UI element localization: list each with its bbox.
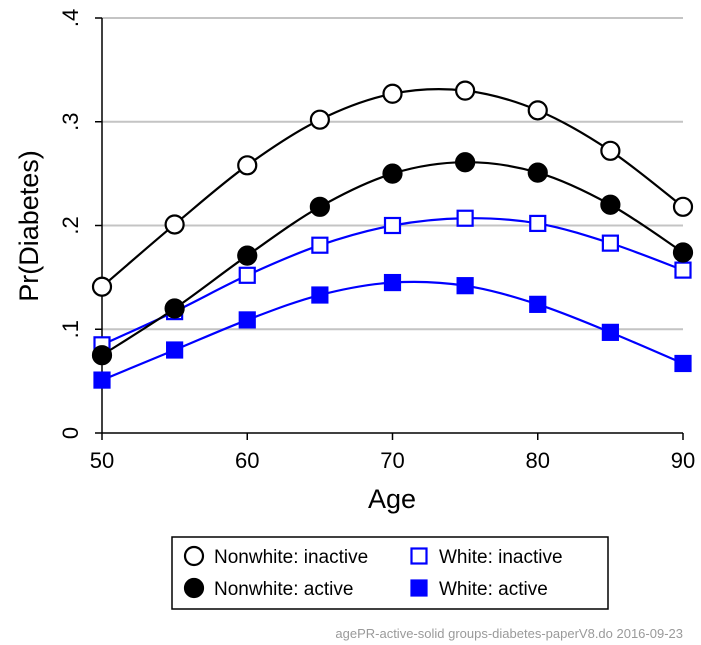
series-line-white-active	[101, 280, 684, 382]
data-point-white-active	[383, 273, 402, 292]
x-tick-label: 70	[380, 448, 404, 473]
legend-label-white-inactive: White: inactive	[439, 547, 563, 568]
data-point-nonwhite-active	[600, 194, 621, 215]
data-point-nonwhite-active	[455, 152, 476, 173]
data-point-nonwhite-inactive	[455, 80, 476, 101]
data-point-nonwhite-inactive	[382, 83, 403, 104]
data-point-nonwhite-inactive	[309, 109, 330, 130]
data-point-white-active	[238, 311, 256, 329]
data-point-white-inactive	[674, 261, 692, 279]
data-point-white-active	[601, 323, 619, 341]
data-point-white-active	[166, 341, 184, 359]
y-tick-label: .3	[58, 113, 83, 131]
y-tick-label: .2	[58, 216, 83, 234]
data-point-nonwhite-inactive	[527, 100, 548, 121]
legend-marker-white-active	[410, 579, 428, 597]
y-tick-label: 0	[58, 427, 83, 439]
x-tick-label: 50	[90, 448, 114, 473]
data-point-nonwhite-active	[91, 345, 113, 366]
x-tick-label: 80	[526, 448, 550, 473]
y-tick-label: .4	[58, 9, 83, 27]
data-point-white-inactive	[601, 234, 619, 252]
footnote-source: agePR-active-solid groups-diabetes-paper…	[335, 626, 683, 641]
series-nonwhite-active	[91, 152, 694, 366]
data-point-white-active	[93, 371, 111, 389]
series-nonwhite-inactive	[91, 80, 694, 297]
legend-label-white-active: White: active	[439, 579, 548, 600]
data-point-nonwhite-inactive	[91, 276, 113, 297]
x-tick-label: 60	[235, 448, 259, 473]
data-point-nonwhite-active	[164, 298, 185, 319]
grid-lines	[102, 17, 683, 331]
series-line-nonwhite-inactive	[101, 88, 684, 288]
data-point-nonwhite-active	[382, 163, 403, 184]
data-point-white-active	[456, 277, 474, 295]
data-point-nonwhite-active	[309, 196, 330, 217]
series-white-active	[93, 273, 692, 389]
y-tick-label: .1	[58, 320, 83, 338]
data-point-white-active	[311, 286, 329, 304]
data-point-nonwhite-active	[527, 162, 548, 183]
axes: 0 .1 .2 .3 .4 50 60 70 80 90	[58, 9, 695, 473]
data-point-white-active	[674, 354, 692, 373]
data-point-nonwhite-inactive	[164, 214, 185, 235]
data-point-white-active	[529, 295, 547, 313]
legend-label-nonwhite-active: Nonwhite: active	[214, 579, 353, 600]
data-point-white-inactive	[529, 214, 547, 233]
x-tick-label: 90	[671, 448, 695, 473]
legend-marker-nonwhite-inactive	[183, 545, 205, 567]
data-point-white-inactive	[383, 216, 402, 235]
legend-marker-white-inactive	[410, 547, 428, 565]
data-point-nonwhite-inactive	[600, 140, 621, 161]
data-point-nonwhite-inactive	[672, 196, 694, 217]
legend-box	[171, 536, 609, 610]
data-point-white-inactive	[238, 266, 256, 284]
data-point-white-inactive	[456, 209, 474, 227]
x-axis-label: Age	[368, 484, 416, 514]
series-layer	[91, 80, 694, 389]
data-point-nonwhite-active	[672, 242, 694, 263]
data-point-white-inactive	[311, 236, 329, 254]
data-point-nonwhite-inactive	[237, 155, 258, 176]
y-axis-label: Pr(Diabetes)	[14, 150, 44, 302]
legend-marker-nonwhite-active	[183, 577, 205, 599]
legend-label-nonwhite-inactive: Nonwhite: inactive	[214, 547, 368, 568]
data-point-nonwhite-active	[237, 245, 258, 266]
legend: Nonwhite: inactive White: inactive Nonwhit…	[171, 536, 609, 610]
